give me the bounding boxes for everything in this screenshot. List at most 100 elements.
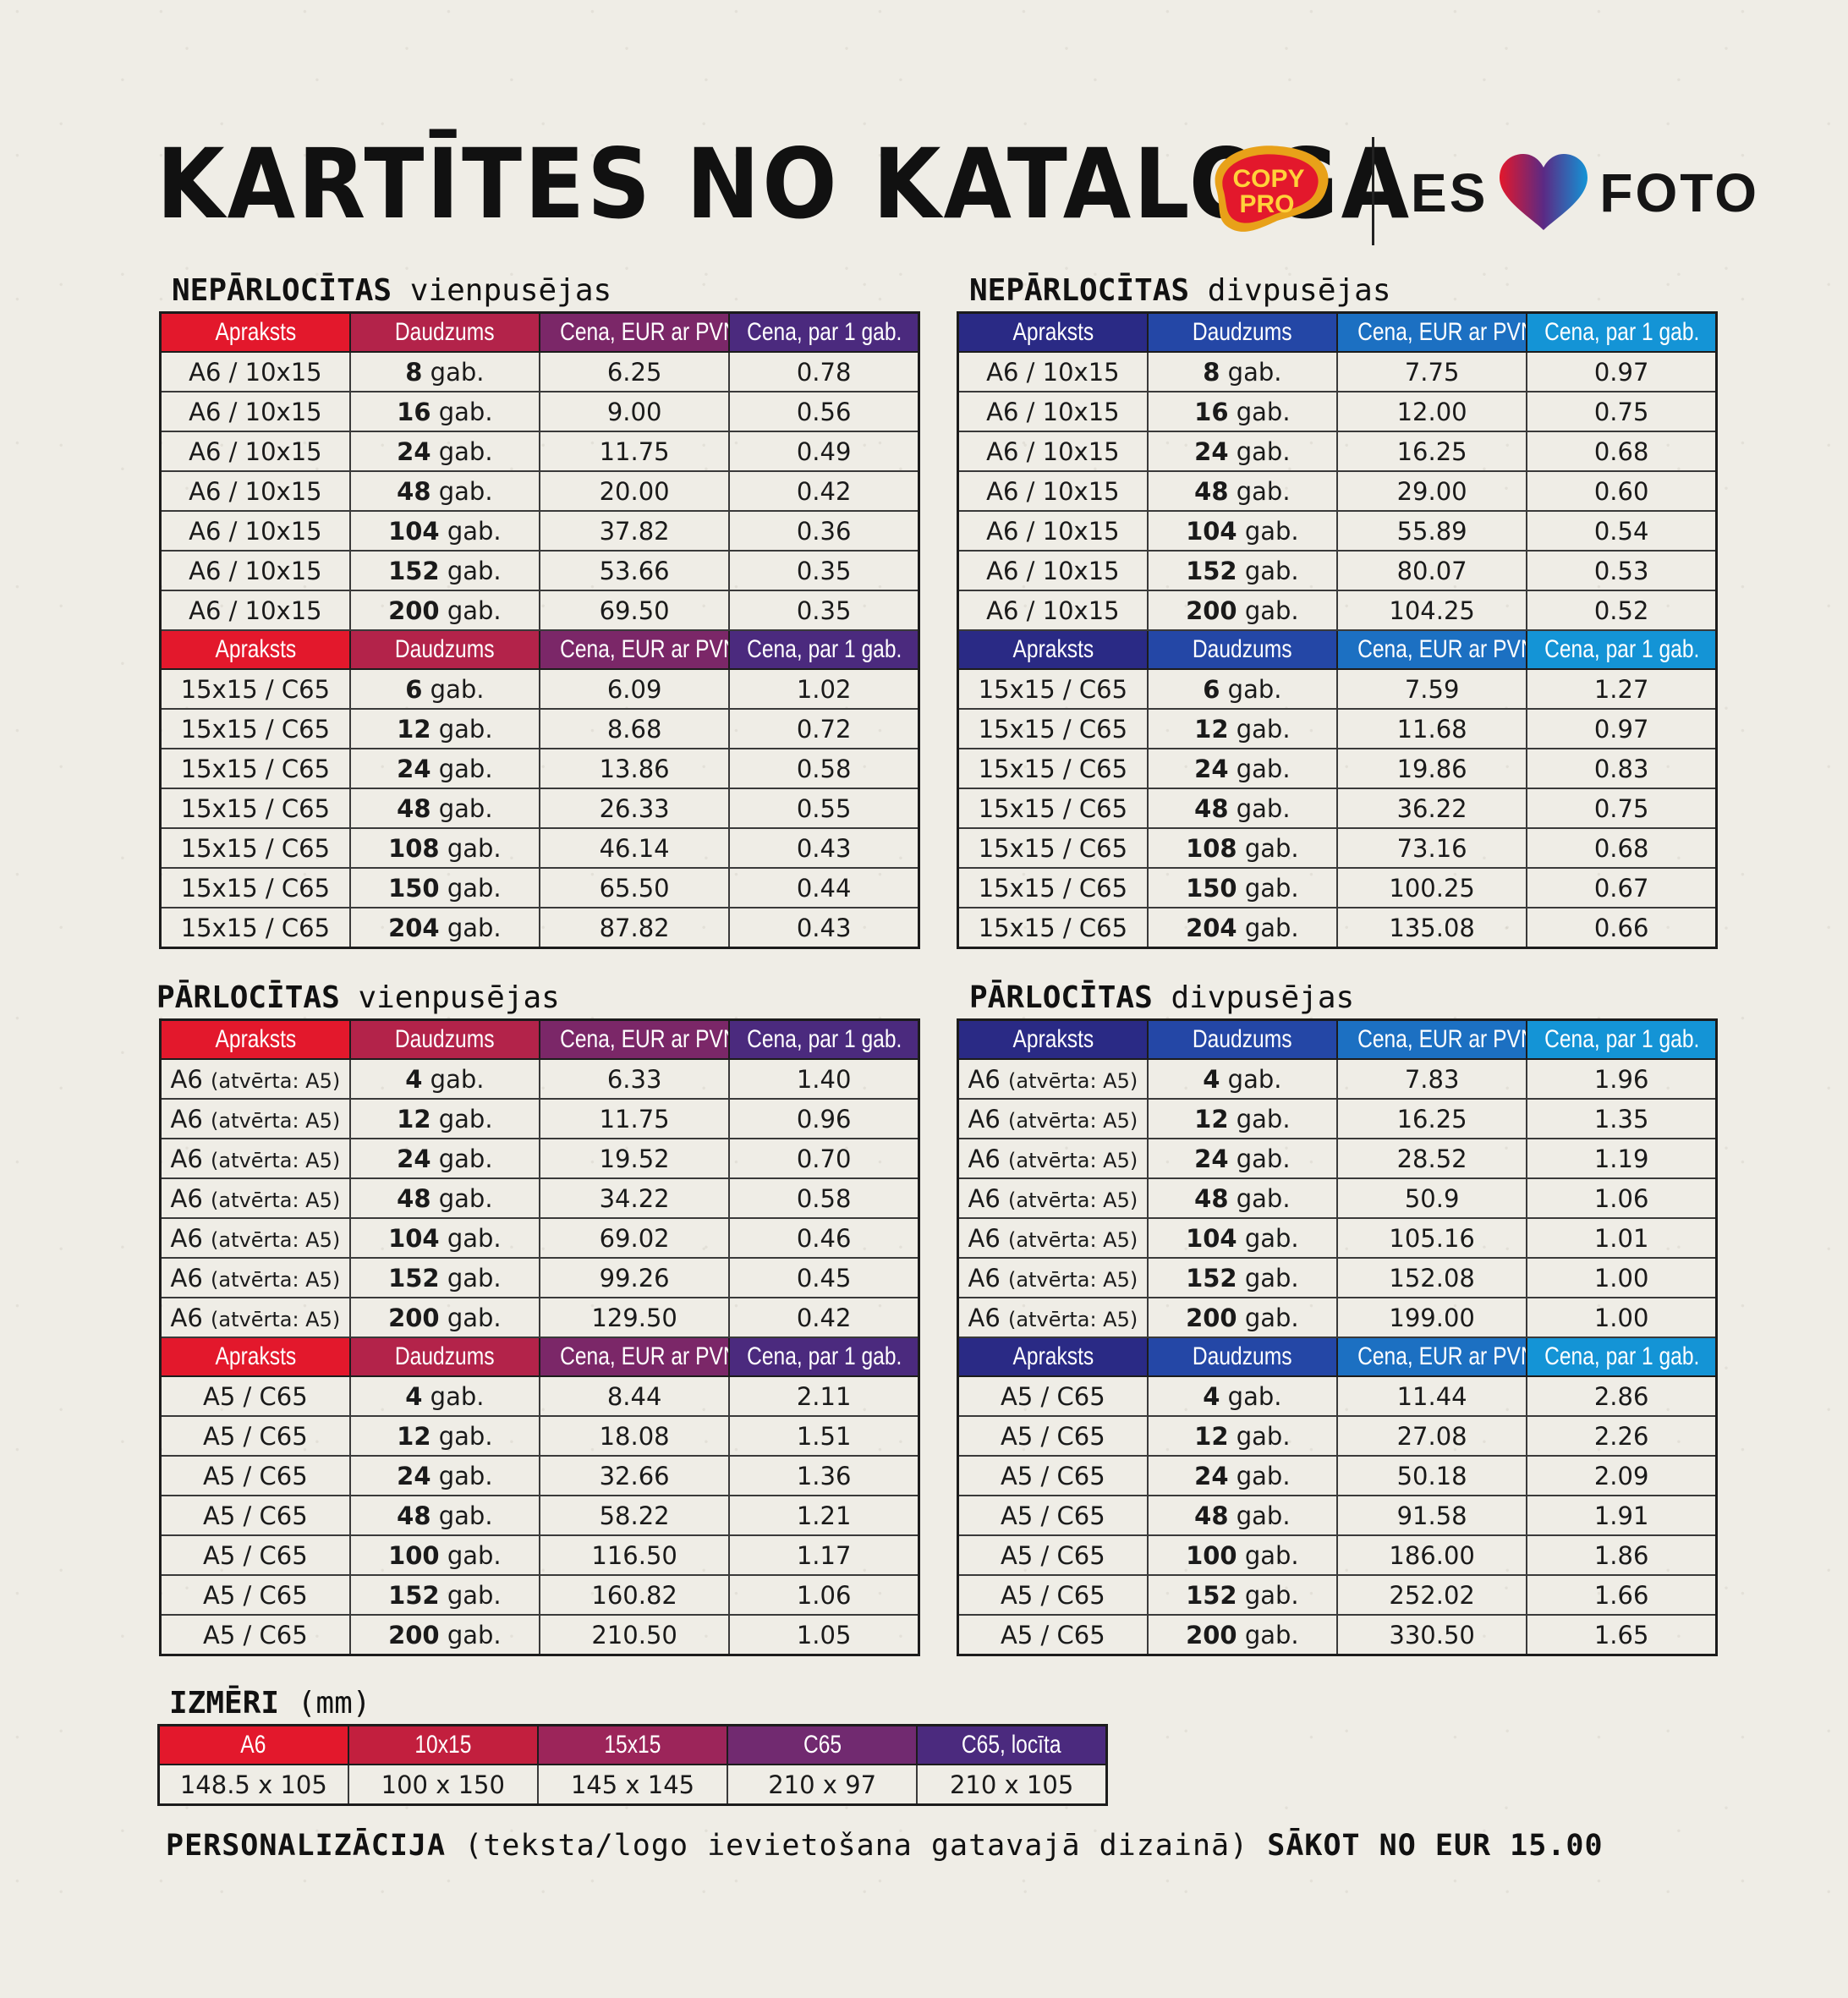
- quantity-value: 24: [1194, 436, 1229, 466]
- cell-price: 7.59: [1335, 668, 1528, 710]
- unit-price-value: 0.42: [796, 476, 852, 506]
- cell-description: A5 / C65: [159, 1415, 351, 1457]
- quantity-value: 12: [1194, 1104, 1229, 1133]
- unit-price-value: 0.49: [796, 436, 852, 466]
- quantity-unit: gab.: [447, 913, 502, 942]
- description-note: (atvērta: A5): [1008, 1108, 1138, 1133]
- cell-description: A6 / 10x15: [159, 391, 351, 432]
- table-row: 15x15 / C65 48 gab. 26.33 0.55: [159, 788, 920, 829]
- table-row: A6 / 10x15 24 gab. 11.75 0.49: [159, 431, 920, 472]
- section-title-main: IZMĒRI: [169, 1686, 280, 1721]
- cell-description: A6 / 10x15: [957, 590, 1149, 631]
- column-header: Apraksts: [957, 311, 1149, 353]
- esfoto-logo-right: FOTO: [1599, 162, 1759, 223]
- cell-price: 29.00: [1335, 470, 1528, 512]
- unit-price-value: 1.35: [1593, 1104, 1649, 1133]
- quantity-unit: gab.: [438, 1104, 493, 1133]
- cell-unit-price: 0.44: [728, 867, 920, 908]
- cell-unit-price: 0.97: [1526, 351, 1718, 392]
- quantity-value: 152: [388, 556, 440, 585]
- column-header: Cena, par 1 gab.: [1526, 629, 1718, 670]
- table-row: A6 / 10x15 104 gab. 55.89 0.54: [957, 510, 1718, 552]
- cell-quantity: 24 gab.: [1146, 1455, 1339, 1496]
- price-value: 50.9: [1404, 1183, 1460, 1213]
- esfoto-logo: ES FOTO: [1411, 152, 1759, 233]
- section-title-main: NEPĀRLOCĪTAS: [172, 273, 392, 308]
- heart-icon: [1500, 154, 1588, 230]
- quantity-unit: gab.: [447, 1263, 502, 1293]
- description-text: A6 / 10x15: [986, 596, 1120, 625]
- cell-quantity: 100 gab.: [348, 1534, 541, 1576]
- description-note: (atvērta: A5): [211, 1188, 341, 1212]
- description-text: A6: [170, 1104, 203, 1133]
- description-text: A6 / 10x15: [986, 556, 1120, 585]
- table-row: 15x15 / C65 204 gab. 135.08 0.66: [957, 907, 1718, 949]
- column-header-label: Apraksts: [215, 318, 296, 346]
- column-header: 15x15: [536, 1724, 729, 1765]
- quantity-value: 104: [388, 1223, 440, 1253]
- table-header-row: Apraksts Daudzums Cena, EUR ar PVN Cena, pa…: [957, 1337, 1718, 1377]
- column-header-label: C65, locīta: [962, 1731, 1061, 1759]
- price-value: 199.00: [1389, 1303, 1475, 1332]
- cell-quantity: 4 gab.: [348, 1058, 541, 1100]
- cell-price: 105.16: [1335, 1217, 1528, 1259]
- cell-description: A5 / C65: [957, 1534, 1149, 1576]
- cell-price: 50.9: [1335, 1177, 1528, 1219]
- description-text: A6 / 10x15: [986, 516, 1120, 546]
- quantity-unit: gab.: [1236, 714, 1291, 744]
- cell-description: A6 / 10x15: [957, 351, 1149, 392]
- column-header-label: Cena, EUR ar PVN: [560, 635, 730, 663]
- cell-price: 6.09: [538, 668, 731, 710]
- quantity-unit: gab.: [1236, 1183, 1291, 1213]
- cell-description: 15x15 / C65: [957, 867, 1149, 908]
- esfoto-logo-left: ES: [1411, 162, 1489, 223]
- cell-unit-price: 2.09: [1526, 1455, 1718, 1496]
- cell-unit-price: 0.58: [728, 1177, 920, 1219]
- unit-price-value: 1.19: [1593, 1144, 1649, 1173]
- column-header: Cena, EUR ar PVN: [538, 311, 731, 353]
- price-value: 116.50: [591, 1540, 677, 1570]
- cell-quantity: 150 gab.: [1146, 867, 1339, 908]
- price-value: 69.50: [599, 596, 670, 625]
- cell-quantity: 48 gab.: [1146, 470, 1339, 512]
- column-header: Cena, EUR ar PVN: [1335, 311, 1528, 353]
- quantity-value: 152: [388, 1580, 440, 1610]
- description-note: (atvērta: A5): [1008, 1307, 1138, 1331]
- cell-unit-price: 1.00: [1526, 1257, 1718, 1298]
- cell-price: 55.89: [1335, 510, 1528, 552]
- cell-unit-price: 0.75: [1526, 391, 1718, 432]
- cell-price: 34.22: [538, 1177, 731, 1219]
- description-note: (atvērta: A5): [1008, 1267, 1138, 1292]
- cell-price: 11.68: [1335, 708, 1528, 749]
- cell-description: 15x15 / C65: [957, 907, 1149, 949]
- quantity-unit: gab.: [1227, 357, 1282, 387]
- cell-size: 210 x 97: [727, 1764, 919, 1806]
- cell-unit-price: 0.55: [728, 788, 920, 829]
- quantity-unit: gab.: [1244, 913, 1299, 942]
- column-header: Cena, EUR ar PVN: [538, 1018, 731, 1060]
- unit-price-value: 0.83: [1593, 754, 1649, 783]
- quantity-unit: gab.: [438, 1501, 493, 1530]
- column-header-label: Daudzums: [1193, 635, 1292, 663]
- cell-unit-price: 1.01: [1526, 1217, 1718, 1259]
- table-row: A6 / 10x15 48 gab. 29.00 0.60: [957, 470, 1718, 512]
- table-row: A6 (atvērta: A5) 12 gab. 16.25 1.35: [957, 1098, 1718, 1139]
- cell-quantity: 104 gab.: [348, 1217, 541, 1259]
- cell-description: 15x15 / C65: [159, 668, 351, 710]
- table-row: 15x15 / C65 12 gab. 8.68 0.72: [159, 708, 920, 749]
- cell-description: A5 / C65: [957, 1375, 1149, 1417]
- cell-description: A6 / 10x15: [957, 431, 1149, 472]
- quantity-unit: gab.: [447, 1540, 502, 1570]
- description-text: A5 / C65: [1001, 1421, 1105, 1451]
- cell-price: 199.00: [1335, 1297, 1528, 1338]
- size-value: 148.5 x 105: [179, 1770, 327, 1799]
- column-header-label: Apraksts: [1012, 318, 1094, 346]
- column-header: Cena, par 1 gab.: [1526, 311, 1718, 353]
- cell-description: A6 (atvērta: A5): [159, 1138, 351, 1179]
- cell-price: 8.44: [538, 1375, 731, 1417]
- description-text: A6: [170, 1263, 203, 1293]
- price-value: 8.44: [606, 1381, 662, 1411]
- column-header-label: Cena, EUR ar PVN: [560, 1342, 730, 1370]
- table-row: A6 (atvērta: A5) 4 gab. 7.83 1.96: [957, 1058, 1718, 1100]
- description-text: A6: [968, 1303, 1001, 1332]
